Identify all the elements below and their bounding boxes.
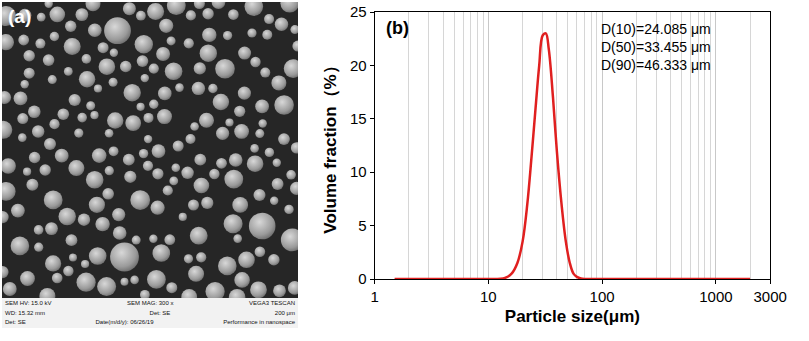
svg-text:100: 100 [590,288,615,305]
html-text:VEGA3 TESCAN: VEGA3 TESCAN [249,300,295,306]
svg-text:Volume fraction（%）: Volume fraction（%） [321,57,340,233]
html-text:(a): (a) [8,6,32,27]
html-text:Date(m/d/y): 06/26/19: Date(m/d/y): 06/26/19 [95,319,154,325]
svg-text:Particle size(μm): Particle size(μm) [505,307,640,326]
svg-text:D(10)=24.085 μmD(50)=33.455 μm: D(10)=24.085 μmD(50)=33.455 μmD(90)=46.3… [601,21,711,73]
svg-text:15: 15 [350,110,367,127]
svg-text:25: 25 [350,3,367,20]
svg-text:0: 0 [358,270,366,287]
html-text:Det: SE: Det: SE [5,319,26,325]
svg-text:5: 5 [358,217,366,234]
html-text:SEM MAG: 300 x: SEM MAG: 300 x [127,300,174,306]
svg-text:1: 1 [370,288,378,305]
html-text:SEM HV: 15.0 kV: SEM HV: 15.0 kV [5,300,52,306]
svg-text:3000: 3000 [753,288,786,305]
svg-text:(b): (b) [386,18,409,38]
html-text:WD: 15.32 mm: WD: 15.32 mm [5,309,45,316]
html-text:Performance in nanospace: Performance in nanospace [223,319,295,325]
svg-text:10: 10 [480,288,497,305]
svg-text:20: 20 [350,57,367,74]
html-text:Det: SE: Det: SE [149,309,171,316]
svg-text:10: 10 [350,163,367,180]
svg-text:1000: 1000 [699,288,732,305]
html-text:200 μm: 200 μm [274,309,295,316]
